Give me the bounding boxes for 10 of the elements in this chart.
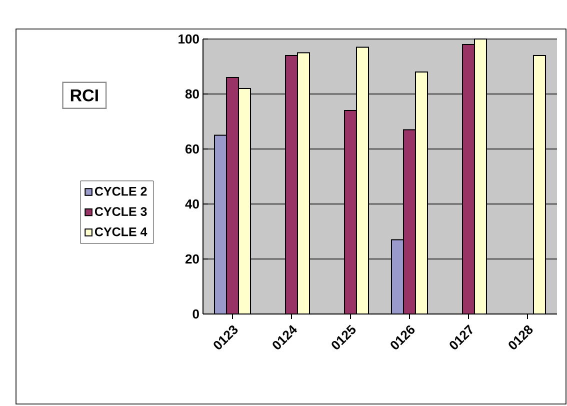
y-tick-label: 0 bbox=[192, 309, 199, 319]
legend-label: CYCLE 4 bbox=[94, 227, 148, 236]
legend-label: CYCLE 3 bbox=[94, 207, 147, 216]
y-tick-label: 80 bbox=[185, 89, 199, 99]
y-tick-label: 100 bbox=[178, 34, 199, 44]
text: RCI bbox=[70, 89, 98, 102]
y-tick-label: 40 bbox=[185, 199, 199, 209]
legend-label: CYCLE 2 bbox=[94, 186, 147, 196]
y-tick-label: 60 bbox=[185, 144, 199, 154]
y-tick-label: 20 bbox=[185, 254, 199, 264]
